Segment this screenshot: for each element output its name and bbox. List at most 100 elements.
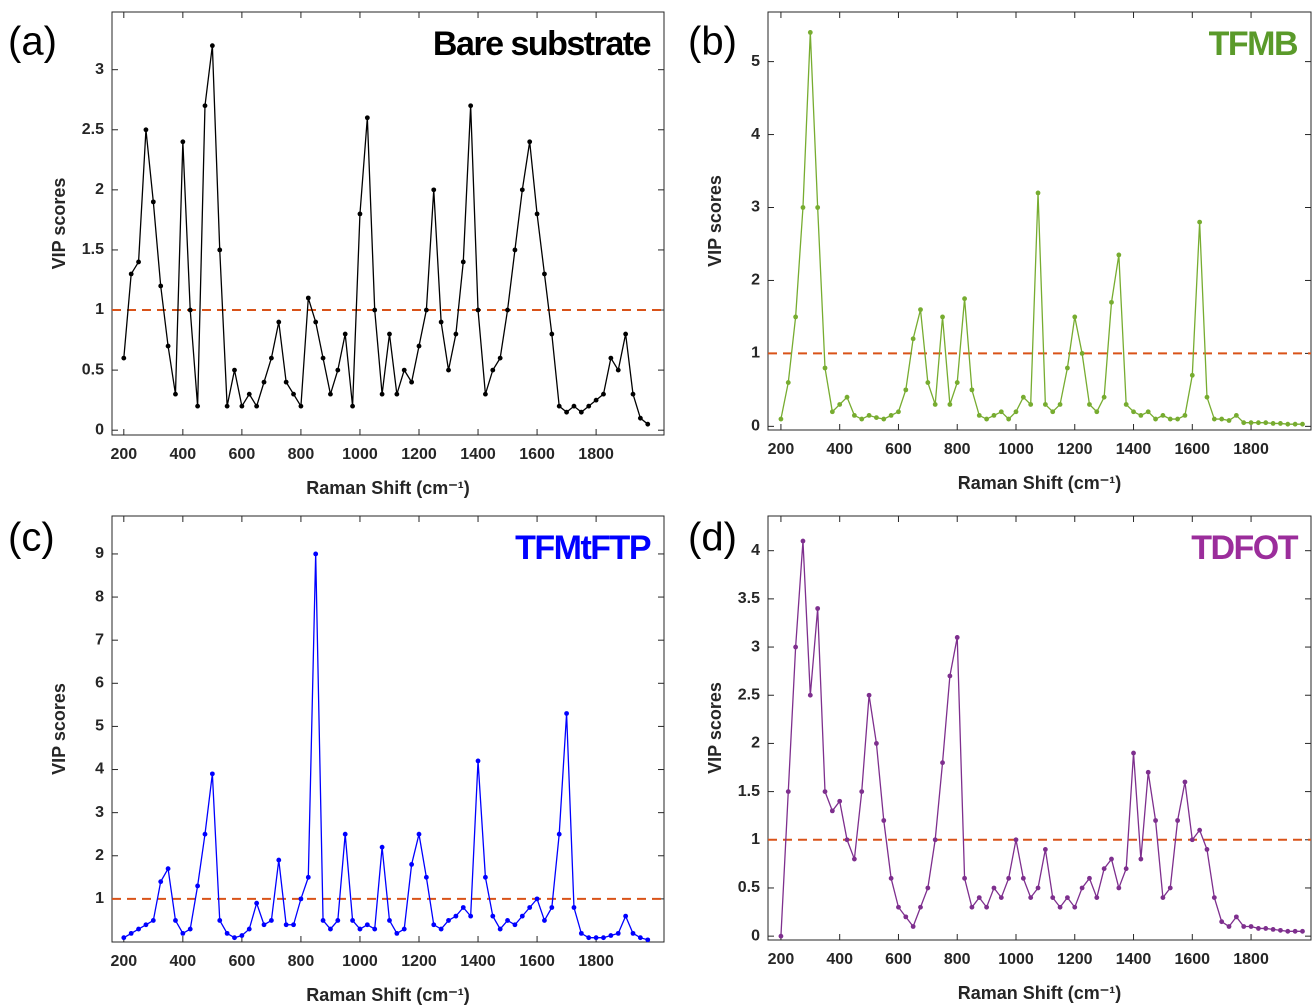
y-axis-label: VIP scores — [49, 683, 69, 775]
data-point — [527, 905, 533, 910]
data-point — [232, 367, 237, 373]
data-point — [1057, 904, 1063, 910]
data-point — [261, 379, 267, 385]
data-point — [1248, 420, 1254, 426]
x-tick-label: 1200 — [1057, 441, 1093, 458]
data-point — [542, 918, 547, 923]
data-point — [623, 913, 629, 919]
data-point — [954, 635, 960, 640]
x-tick-label: 400 — [826, 441, 853, 458]
data-point — [328, 926, 333, 932]
data-point — [785, 380, 791, 385]
y-tick-label: 3 — [95, 61, 104, 78]
data-point — [438, 319, 444, 325]
data-point — [276, 319, 282, 325]
data-point — [1160, 413, 1166, 418]
data-point — [940, 760, 945, 766]
data-point — [1087, 875, 1092, 881]
data-point — [128, 930, 134, 936]
data-point — [505, 307, 510, 313]
data-point — [328, 391, 333, 397]
data-point — [1079, 885, 1085, 891]
data-point — [940, 314, 945, 320]
data-point — [962, 875, 967, 881]
x-axis-label: Raman Shift (cm⁻¹) — [958, 473, 1122, 493]
data-point — [224, 403, 230, 409]
data-point — [490, 367, 496, 373]
data-point — [984, 416, 990, 422]
x-tick-label: 800 — [944, 441, 971, 458]
data-point — [844, 837, 850, 843]
data-point — [527, 139, 533, 145]
data-point — [571, 905, 577, 910]
data-point — [387, 918, 392, 923]
data-point — [483, 391, 488, 397]
data-point — [1219, 416, 1225, 422]
data-point — [320, 918, 326, 923]
data-point — [1182, 413, 1188, 418]
data-point — [1197, 827, 1203, 833]
data-point — [416, 831, 422, 837]
data-point — [578, 930, 584, 936]
data-point — [534, 211, 540, 217]
data-point — [1145, 409, 1151, 415]
x-tick-label: 1000 — [342, 446, 378, 463]
x-tick-label: 1400 — [1116, 441, 1152, 458]
data-point — [829, 808, 835, 814]
y-tick-label: 1 — [751, 345, 760, 362]
data-point — [423, 874, 429, 880]
data-point — [136, 926, 141, 932]
data-point — [1101, 394, 1107, 400]
data-point — [542, 271, 547, 277]
data-point — [807, 30, 813, 35]
data-point — [269, 918, 274, 923]
data-point — [571, 403, 577, 409]
data-point — [1006, 416, 1012, 422]
data-point — [232, 935, 237, 941]
data-point — [1285, 928, 1291, 934]
x-tick-label: 1200 — [401, 446, 437, 463]
data-point — [202, 831, 208, 837]
x-tick-label: 1400 — [460, 446, 496, 463]
data-point — [372, 926, 378, 932]
data-point — [460, 259, 466, 265]
x-tick-label: 400 — [169, 446, 196, 463]
y-axis-label: VIP scores — [49, 178, 69, 270]
x-tick-label: 800 — [288, 953, 315, 970]
data-point — [1116, 885, 1122, 891]
data-point — [844, 394, 850, 400]
data-point — [1167, 885, 1173, 891]
data-point — [1042, 402, 1048, 407]
data-point — [608, 933, 614, 938]
x-axis-label: Raman Shift (cm⁻¹) — [958, 983, 1122, 1003]
data-point — [1028, 402, 1034, 407]
data-point — [438, 926, 444, 932]
data-point — [881, 416, 887, 422]
panel-title: TFMtFTP — [515, 529, 651, 567]
data-point — [984, 904, 990, 910]
x-tick-label: 800 — [944, 951, 971, 968]
data-point — [364, 115, 370, 121]
data-point — [276, 857, 282, 863]
data-point — [372, 307, 378, 313]
data-point — [195, 403, 201, 409]
data-point — [615, 930, 621, 936]
data-point — [1233, 413, 1239, 418]
data-point — [1226, 418, 1232, 423]
data-point — [431, 187, 437, 193]
data-point — [401, 367, 407, 373]
data-point — [1278, 927, 1283, 933]
data-point — [1285, 421, 1291, 427]
data-point — [1020, 394, 1026, 400]
data-point — [1211, 416, 1217, 422]
data-point — [859, 416, 865, 422]
x-tick-label: 1800 — [578, 953, 614, 970]
data-point — [1256, 926, 1261, 931]
data-point — [954, 380, 960, 385]
data-point — [1189, 372, 1195, 378]
y-tick-label: 1 — [751, 831, 760, 848]
data-point — [874, 415, 879, 420]
y-tick-label: 2 — [95, 181, 104, 198]
data-point — [1028, 895, 1034, 900]
data-point — [468, 913, 474, 919]
